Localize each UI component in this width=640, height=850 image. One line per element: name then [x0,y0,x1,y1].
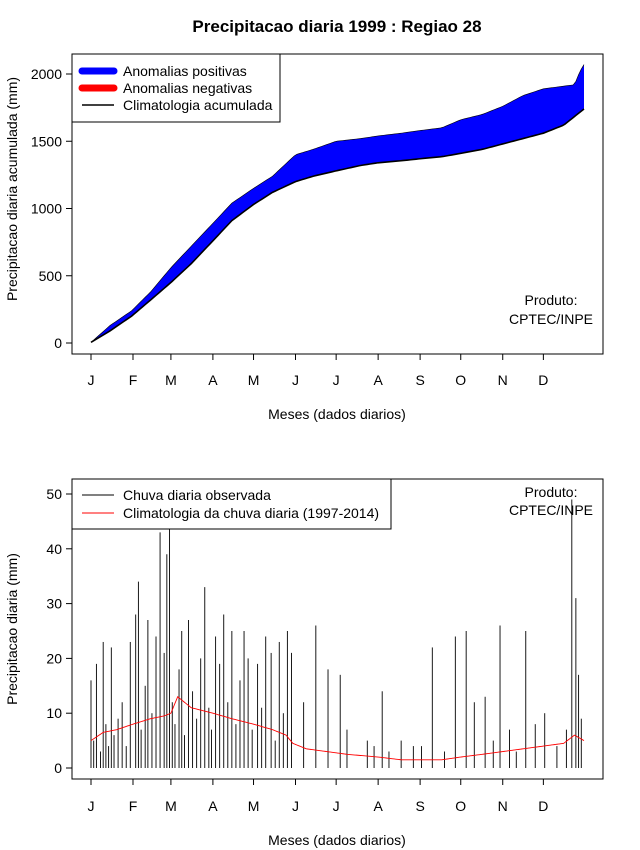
y-tick-label: 40 [46,541,62,557]
y-tick-label: 0 [54,760,62,776]
legend-label-climatology: Climatologia acumulada [123,97,273,113]
top-x-axis-label: Meses (dados diarios) [268,406,406,422]
x-tick-label: J [88,798,95,814]
y-tick-label: 0 [54,335,62,351]
bottom-chart: 0 10 20 30 40 50 J F M A M J J A S O N D Meses (dados di… [4,478,604,848]
x-tick-label: A [373,798,383,814]
x-tick-label: M [248,798,260,814]
y-tick-label: 30 [46,596,62,612]
x-tick-label: M [248,372,260,388]
x-tick-label: J [333,372,340,388]
top-area-layer [91,64,584,343]
x-tick-label: F [129,372,138,388]
climatology-accumulated-line [90,108,585,344]
x-tick-label: O [455,798,466,814]
x-tick-label: D [538,372,548,388]
top-product-label: Produto: [525,292,578,308]
x-tick-label: S [415,798,424,814]
top-y-axis: 0 500 1000 1500 2000 [31,66,73,351]
positive-anomaly-area [91,64,584,343]
legend-label-observed: Chuva diaria observada [123,487,271,503]
x-tick-label: A [373,372,383,388]
legend-label-positive: Anomalias positivas [123,63,247,79]
x-tick-label: J [292,372,299,388]
x-tick-label: M [165,372,177,388]
legend-label-daily-climatology: Climatologia da chuva diaria (1997-2014) [123,505,379,521]
top-chart: 0 500 1000 1500 2000 J F M A M J J A S O N D Meses (dad… [4,53,604,422]
y-tick-label: 500 [39,268,63,284]
legend-label-negative: Anomalias negativas [123,80,252,96]
x-tick-label: J [292,798,299,814]
chart-title: Precipitacao diaria 1999 : Regiao 28 [192,17,481,36]
top-y-axis-label: Precipitacao diaria acumulada (mm) [4,77,20,301]
x-tick-label: D [538,798,548,814]
x-tick-label: A [208,798,218,814]
bottom-legend-box [71,478,392,530]
x-tick-label: F [129,798,138,814]
bottom-product-source: CPTEC/INPE [509,502,593,518]
x-tick-label: J [333,798,340,814]
x-tick-label: N [498,372,508,388]
x-tick-label: A [208,372,218,388]
x-tick-label: O [455,372,466,388]
top-product-source: CPTEC/INPE [509,311,593,327]
y-tick-label: 2000 [31,66,62,82]
observed-rain-bars [90,499,582,768]
x-tick-label: N [498,798,508,814]
bottom-y-axis-label: Precipitacao diaria (mm) [4,553,20,705]
x-tick-label: M [165,798,177,814]
x-tick-label: S [415,372,424,388]
observed-accumulated-line [90,64,585,343]
y-tick-label: 10 [46,705,62,721]
climatology-daily-line [90,696,585,761]
y-tick-label: 1000 [31,201,62,217]
bottom-legend: Chuva diaria observada Climatologia da c… [71,478,392,530]
bottom-product-label: Produto: [525,484,578,500]
bottom-x-axis-label: Meses (dados diarios) [268,832,406,848]
y-tick-label: 20 [46,650,62,666]
y-tick-label: 1500 [31,133,62,149]
y-tick-label: 50 [46,486,62,502]
x-tick-label: J [88,372,95,388]
top-legend: Anomalias positivas Anomalias negativas … [71,53,281,123]
bottom-y-axis: 0 10 20 30 40 50 [46,486,73,776]
